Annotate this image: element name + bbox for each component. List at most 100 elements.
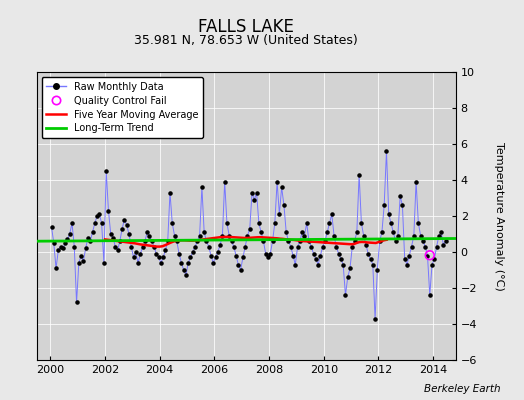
Point xyxy=(248,189,256,196)
Point xyxy=(273,178,281,185)
Point xyxy=(54,247,62,254)
Point xyxy=(275,211,283,218)
Point xyxy=(373,267,381,273)
Point xyxy=(102,168,111,174)
Point xyxy=(385,211,393,218)
Y-axis label: Temperature Anomaly (°C): Temperature Anomaly (°C) xyxy=(494,142,504,290)
Point xyxy=(264,254,272,261)
Point xyxy=(207,252,215,259)
Point xyxy=(223,220,231,226)
Point xyxy=(148,238,156,244)
Point xyxy=(403,262,411,268)
Point xyxy=(123,222,131,228)
Point xyxy=(57,243,65,250)
Point xyxy=(362,242,370,248)
Text: FALLS LAKE: FALLS LAKE xyxy=(199,18,294,36)
Point xyxy=(129,254,138,261)
Point xyxy=(298,229,307,235)
Legend: Raw Monthly Data, Quality Control Fail, Five Year Moving Average, Long-Term Tren: Raw Monthly Data, Quality Control Fail, … xyxy=(41,77,203,138)
Point xyxy=(270,220,279,226)
Point xyxy=(241,243,249,250)
Point xyxy=(113,247,122,254)
Point xyxy=(216,242,224,248)
Point xyxy=(423,252,432,259)
Point xyxy=(405,252,413,259)
Point xyxy=(387,220,395,226)
Point xyxy=(261,250,270,257)
Point xyxy=(187,254,195,261)
Point xyxy=(52,265,60,271)
Point xyxy=(259,238,268,244)
Point xyxy=(325,220,334,226)
Point xyxy=(277,184,286,190)
Point xyxy=(296,238,304,244)
Point xyxy=(230,243,238,250)
Point xyxy=(177,260,185,266)
Point xyxy=(191,243,199,250)
Point xyxy=(227,238,236,244)
Point xyxy=(95,211,104,218)
Point xyxy=(425,292,434,298)
Point xyxy=(330,233,339,239)
Point xyxy=(285,238,293,244)
Point xyxy=(145,233,154,239)
Point xyxy=(364,250,373,257)
Point xyxy=(337,256,345,262)
Point xyxy=(111,243,119,250)
Point xyxy=(74,260,83,266)
Point xyxy=(104,207,113,214)
Point xyxy=(353,229,361,235)
Point xyxy=(138,243,147,250)
Point xyxy=(371,315,379,322)
Point xyxy=(106,231,115,237)
Point xyxy=(221,178,229,185)
Point xyxy=(357,220,366,226)
Point xyxy=(70,243,79,250)
Point xyxy=(59,245,67,252)
Point xyxy=(316,252,324,259)
Point xyxy=(321,238,329,244)
Point xyxy=(184,260,192,266)
Point xyxy=(168,220,177,226)
Point xyxy=(250,197,258,203)
Point xyxy=(232,252,241,259)
Point xyxy=(234,262,243,268)
Point xyxy=(79,258,88,264)
Point xyxy=(134,260,143,266)
Point xyxy=(410,233,418,239)
Point xyxy=(309,250,318,257)
Point xyxy=(355,171,363,178)
Point xyxy=(341,292,350,298)
Point xyxy=(118,225,126,232)
Point xyxy=(266,250,275,257)
Point xyxy=(179,267,188,273)
Point xyxy=(328,211,336,218)
Point xyxy=(100,260,108,266)
Point xyxy=(398,202,407,208)
Point xyxy=(307,243,315,250)
Point xyxy=(200,229,209,235)
Point xyxy=(351,238,359,244)
Point xyxy=(170,233,179,239)
Point xyxy=(141,238,149,244)
Point xyxy=(152,250,160,257)
Point xyxy=(63,236,72,242)
Point xyxy=(383,148,391,154)
Point xyxy=(319,243,327,250)
Point xyxy=(439,242,447,248)
Point xyxy=(366,256,375,262)
Point xyxy=(239,254,247,261)
Point xyxy=(302,220,311,226)
Point xyxy=(419,238,427,244)
Point xyxy=(243,233,252,239)
Point xyxy=(323,229,331,235)
Point xyxy=(368,262,377,268)
Point xyxy=(97,220,106,226)
Point xyxy=(442,238,450,244)
Point xyxy=(136,250,145,257)
Point xyxy=(389,229,398,235)
Point xyxy=(175,250,183,257)
Point xyxy=(211,254,220,261)
Point xyxy=(209,260,217,266)
Point xyxy=(314,262,322,268)
